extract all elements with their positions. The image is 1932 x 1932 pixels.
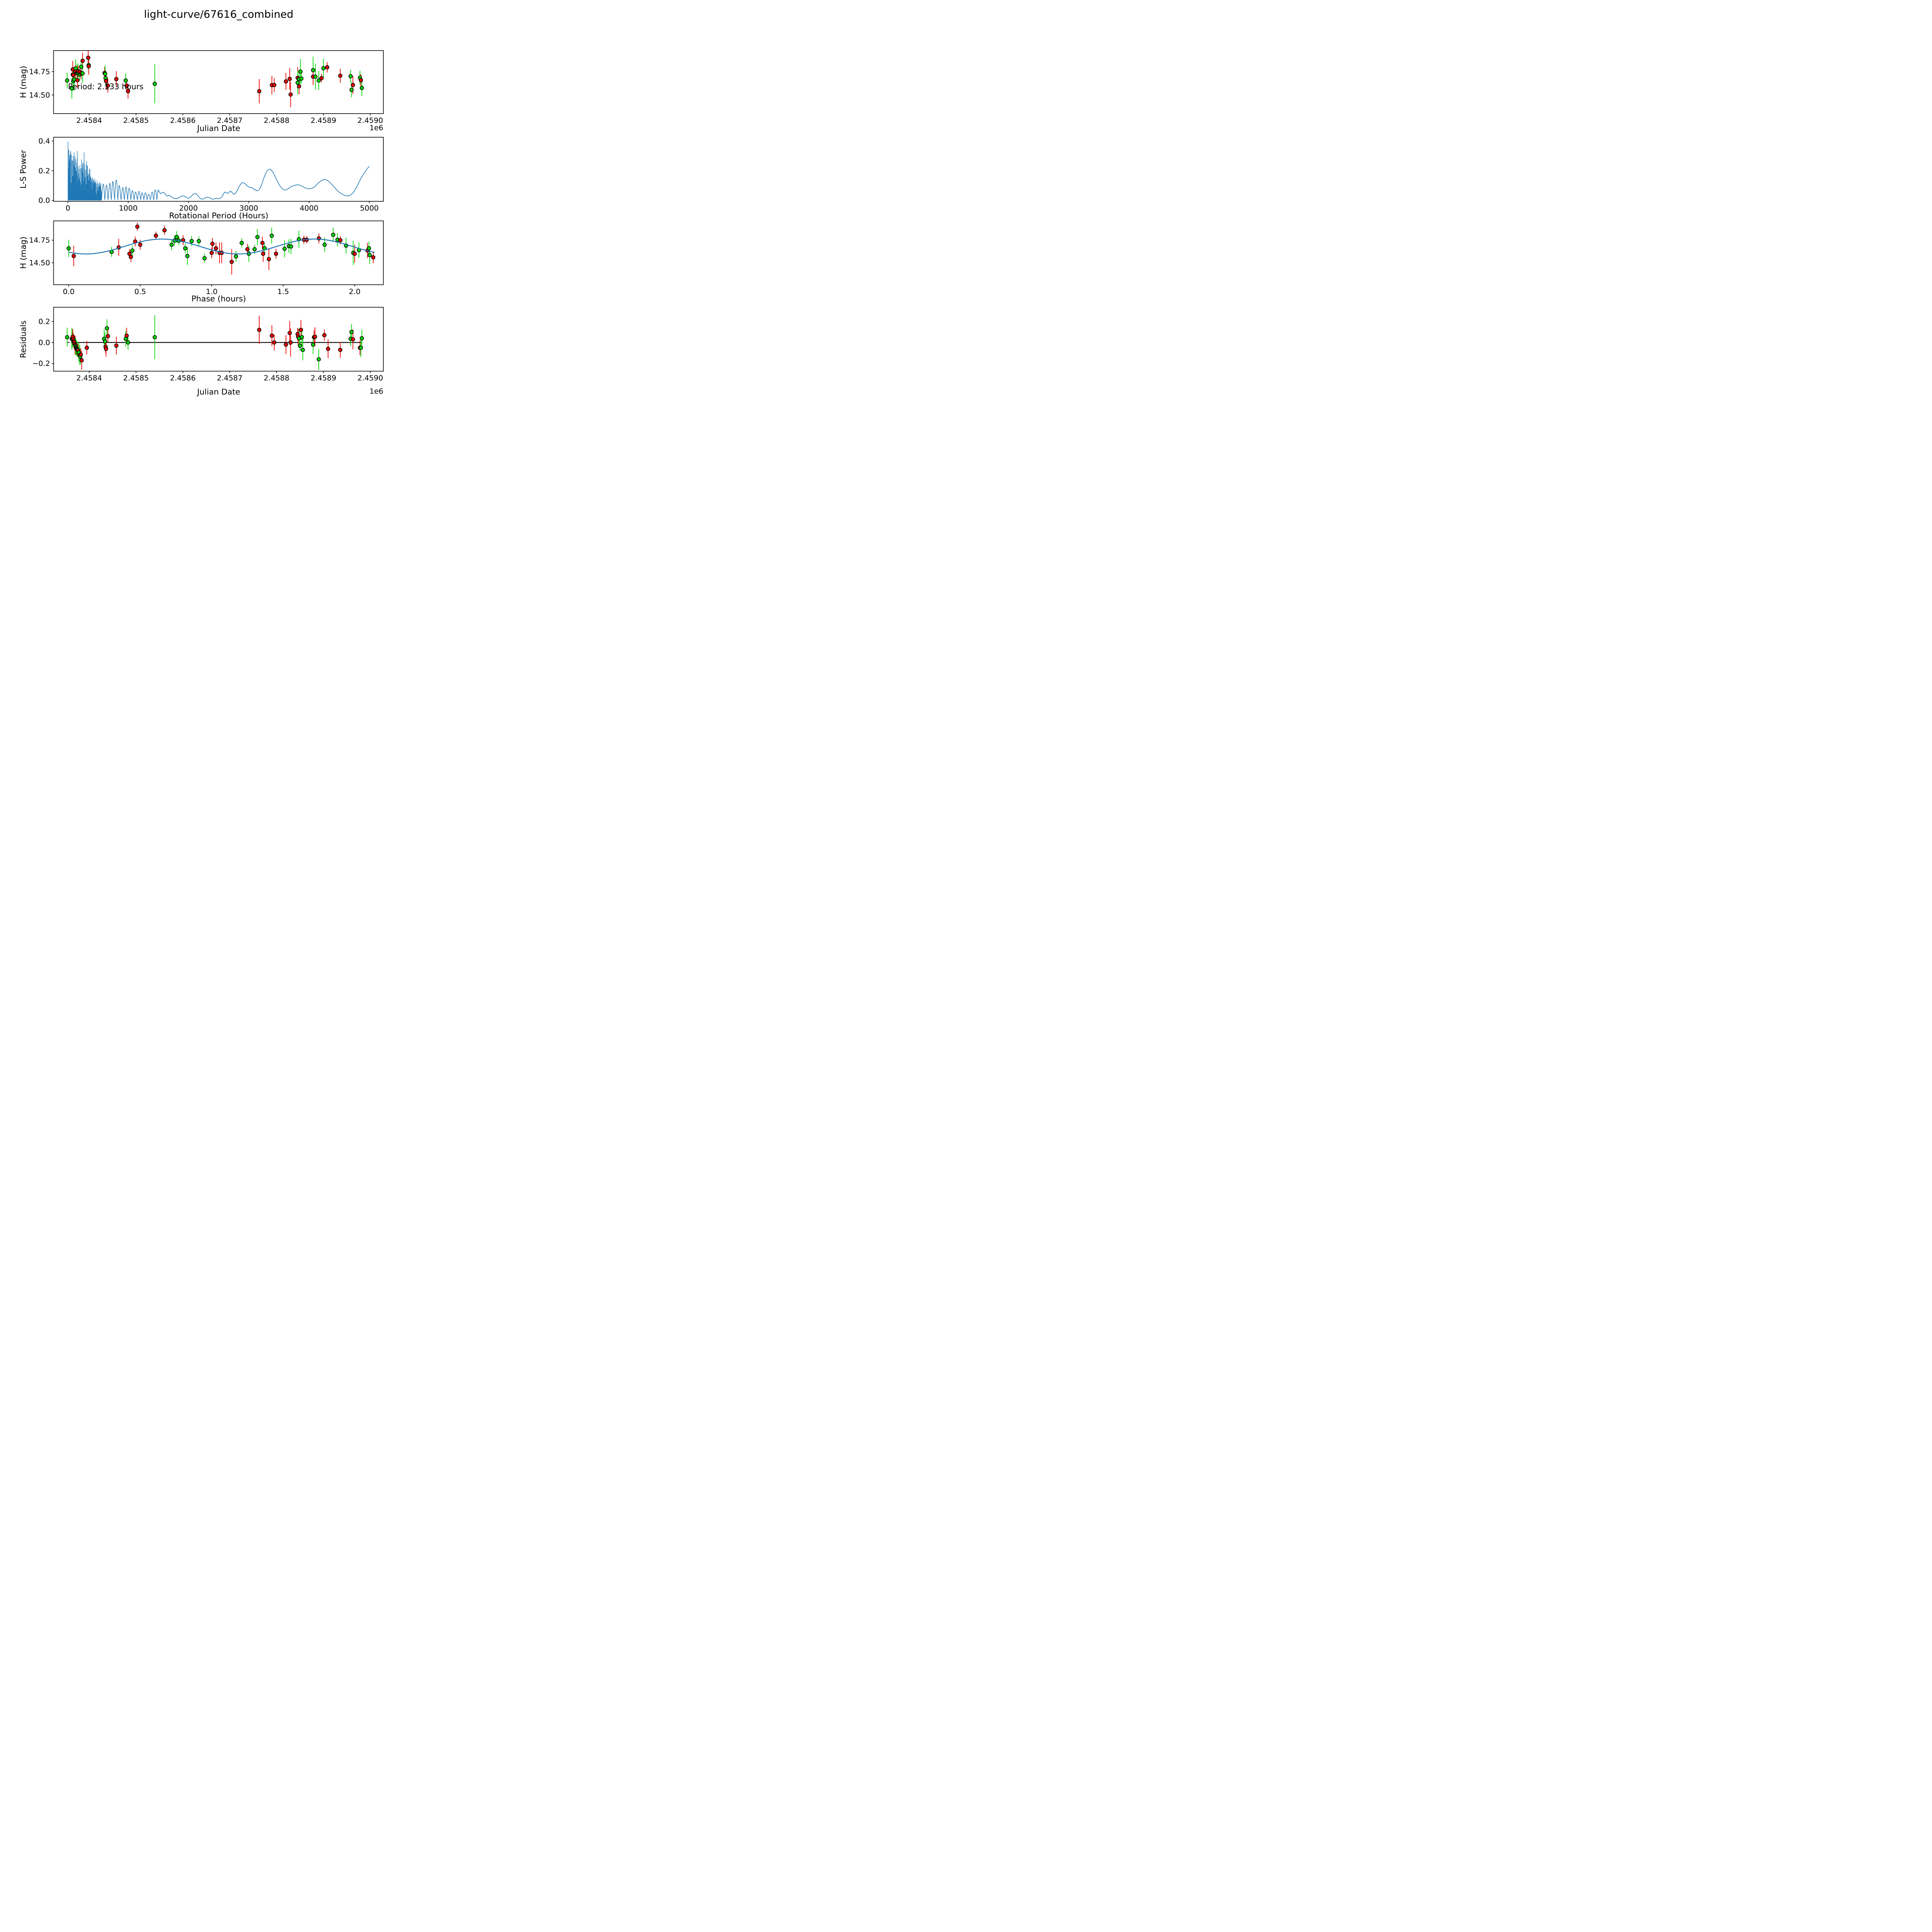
panel-lightcurve: 2.4584 2.4585 2.4586 2.4587 2.4588 2.4589 2.45… (29, 50, 384, 125)
svg-text:2.4586: 2.4586 (170, 116, 196, 125)
svg-text:2.4584: 2.4584 (77, 374, 102, 383)
phase-ylabel: H (mag) (19, 236, 28, 269)
period-annotation: Period: 2.133 hours (68, 82, 144, 91)
data-markers (65, 326, 364, 362)
svg-text:0.0: 0.0 (38, 196, 50, 205)
svg-text:0.2: 0.2 (38, 167, 50, 175)
phase-model-curve (68, 238, 375, 255)
panel-phase: 0.0 0.5 1.0 1.5 2.0 14.75 14.50 (29, 220, 384, 296)
svg-text:14.75: 14.75 (29, 68, 50, 76)
svg-text:2.4590: 2.4590 (357, 374, 383, 383)
lightcurve-axis-offset: 1e6 (369, 124, 383, 132)
svg-text:2.4587: 2.4587 (217, 116, 242, 125)
svg-text:4000: 4000 (300, 204, 318, 213)
svg-text:1.0: 1.0 (206, 287, 218, 296)
lightcurve-xlabel: Julian Date (197, 124, 240, 133)
svg-text:0.4: 0.4 (38, 137, 50, 145)
error-bars (66, 50, 362, 107)
data-markers (65, 56, 364, 97)
residuals-xlabel: Julian Date (197, 387, 240, 396)
svg-text:0.0: 0.0 (63, 287, 75, 296)
svg-text:2.4585: 2.4585 (123, 116, 149, 125)
panel-periodogram: 0 1000 2000 3000 4000 5000 0.0 0.2 0.4 (38, 137, 384, 213)
data-markers (66, 224, 376, 264)
svg-text:0.2: 0.2 (38, 317, 50, 326)
error-bars (68, 223, 374, 275)
periodogram-spikes (68, 141, 102, 201)
periodogram-smooth-curve (158, 166, 370, 200)
svg-text:2.4590: 2.4590 (357, 116, 383, 125)
svg-text:3000: 3000 (240, 204, 258, 213)
svg-text:0.5: 0.5 (134, 287, 146, 296)
svg-text:2.4587: 2.4587 (217, 374, 242, 383)
svg-text:2.4588: 2.4588 (264, 374, 289, 383)
svg-text:2.4586: 2.4586 (170, 374, 196, 383)
svg-text:5000: 5000 (360, 204, 379, 213)
lightcurve-ylabel: H (mag) (19, 66, 28, 98)
svg-text:14.50: 14.50 (29, 259, 50, 267)
figure-title: light-curve/67616_combined (144, 9, 294, 20)
residuals-axis-offset: 1e6 (369, 387, 383, 396)
svg-text:2.0: 2.0 (349, 287, 361, 296)
svg-text:2.4584: 2.4584 (77, 116, 102, 125)
residuals-ylabel: Residuals (19, 320, 28, 358)
figure-canvas: 2.4584 2.4585 2.4586 2.4587 2.4588 2.4589 2.45… (29, 50, 384, 383)
periodogram-xlabel: Rotational Period (Hours) (169, 211, 269, 220)
phase-xlabel: Phase (hours) (191, 294, 246, 303)
svg-text:−0.2: −0.2 (32, 359, 50, 368)
page: { "title": "light-curve/67616_combined",… (0, 0, 1932, 417)
panel-residuals: 2.4584 2.4585 2.4586 2.4587 2.4588 2.4589 2.45… (32, 307, 384, 383)
svg-text:2.4588: 2.4588 (264, 116, 289, 125)
svg-text:0: 0 (66, 204, 70, 213)
figure-container: { "title": "light-curve/67616_combined",… (0, 0, 417, 417)
svg-text:2000: 2000 (179, 204, 198, 213)
svg-text:2.4589: 2.4589 (311, 116, 336, 125)
svg-text:0.0: 0.0 (38, 338, 50, 347)
svg-text:14.50: 14.50 (29, 91, 50, 99)
periodogram-ylabel: L-S Power (19, 150, 28, 189)
periodogram-mid-curve (101, 179, 159, 200)
svg-text:1000: 1000 (119, 204, 138, 213)
svg-text:1.5: 1.5 (277, 287, 289, 296)
svg-text:2.4589: 2.4589 (311, 374, 336, 383)
svg-text:14.75: 14.75 (29, 236, 50, 245)
svg-text:2.4585: 2.4585 (123, 374, 149, 383)
